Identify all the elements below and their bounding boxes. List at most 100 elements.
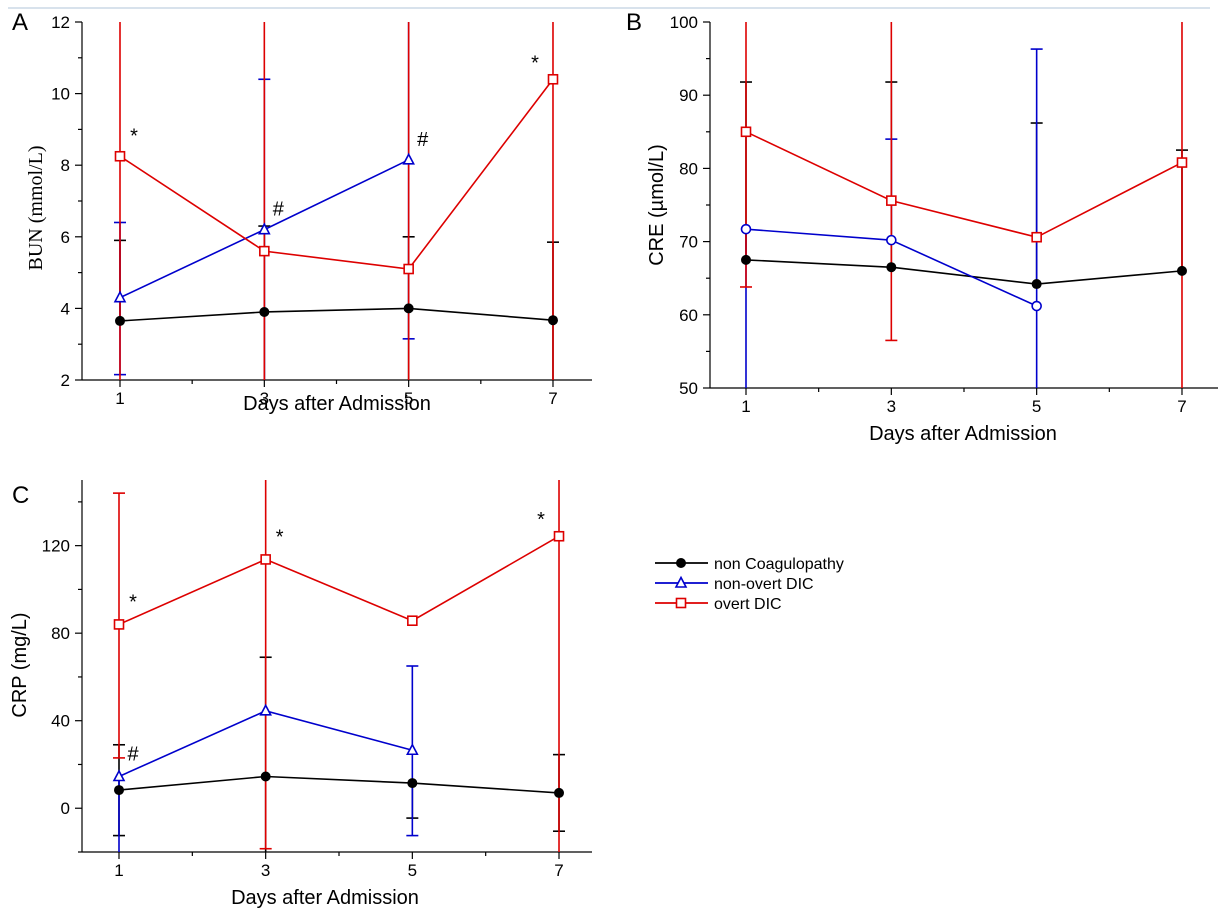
panel-a-overt-dic-point <box>547 73 559 85</box>
panel-a-xtick-label: 7 <box>548 389 557 408</box>
panel-b-non-coagulopathy-line <box>745 259 1183 285</box>
panel-a-ytick-label: 6 <box>61 228 70 247</box>
panel-b-non-coagulopathy-point <box>1031 279 1042 290</box>
panel-b-non-coagulopathy-point <box>1176 265 1187 276</box>
panel-c-xlabel: Days after Admission <box>231 887 419 909</box>
panel-a-markers <box>113 73 559 326</box>
panel-b-markers <box>740 126 1188 312</box>
panel-a-errorbars <box>114 22 559 380</box>
panel-c-annotation-mark: * <box>129 591 137 613</box>
panel-c-overt-dic-point <box>260 554 271 565</box>
panel-a-lines <box>119 78 554 322</box>
panel-c-ytick-label: 120 <box>42 537 70 556</box>
panel-c-overt-dic-line <box>118 535 560 626</box>
panel-c-non-overt-dic-point <box>112 769 126 782</box>
panel-a-xtick-label: 1 <box>115 389 124 408</box>
panel-c-non-coagulopathy-point <box>260 771 271 782</box>
panel-b-xtick-label: 1 <box>741 397 750 416</box>
panel-c-non-coagulopathy-point <box>407 778 418 789</box>
panel-b-non-coagulopathy-point <box>886 262 897 273</box>
panel-a: A 2 4 6 8 10 12 1 3 5 7 * # # * Days after Admission… <box>12 9 592 415</box>
panel-a-annotation-mark: * <box>130 125 138 147</box>
panel-b-ylabel: CRE (µmol/L) <box>646 144 668 266</box>
panel-b-xtick-label: 7 <box>1177 397 1186 416</box>
panel-b-overt-dic-line <box>745 131 1183 239</box>
panel-c-lines <box>118 535 560 794</box>
panel-b-overt-dic-point <box>1031 231 1042 243</box>
panel-c-non-overt-dic-point <box>406 743 419 756</box>
panel-a-ticks: 2 4 6 8 10 12 1 3 5 7 <box>51 13 592 408</box>
panel-a-xtick-label: 3 <box>260 389 269 408</box>
legend-item-non-coagulopathy: non Coagulopathy <box>655 556 844 573</box>
panel-c-ytick-label: 80 <box>51 624 70 643</box>
panel-a-xlabel: Days after Admission <box>243 393 431 415</box>
legend-item-overt-dic: overt DIC <box>655 596 782 613</box>
panel-c-ylabel: CRP (mg/L) <box>9 612 31 717</box>
panel-c-overt-dic-point <box>407 615 418 627</box>
legend-label: overt DIC <box>714 596 782 613</box>
panel-b-lines <box>745 131 1183 307</box>
panel-a-overt-dic-line <box>119 78 554 270</box>
panel-a-xtick-label: 5 <box>404 389 413 408</box>
legend-item-non-overt-dic: non-overt DIC <box>655 575 814 593</box>
panel-c-overt-dic-point <box>113 619 125 630</box>
panel-b-non-overt-dic-point <box>740 223 752 235</box>
panel-c-annotation-mark: * <box>537 509 545 531</box>
panel-b-ytick-label: 80 <box>679 159 698 178</box>
legend: non Coagulopathy non-overt DIC overt DIC <box>655 556 844 613</box>
panel-b-overt-dic-point <box>886 195 897 206</box>
legend-marker <box>676 558 686 568</box>
panel-a-overt-dic-point <box>114 150 126 162</box>
panel-b-xtick-label: 5 <box>1032 397 1041 416</box>
panel-b-ytick-label: 70 <box>679 233 698 252</box>
panel-a-ytick-label: 8 <box>61 156 70 175</box>
panel-c-letter: C <box>12 482 29 509</box>
panel-c-non-coagulopathy-line <box>118 775 560 794</box>
panel-a-annotation-mark: # <box>417 129 429 151</box>
panel-b: B 50 60 70 80 90 100 1 3 5 7 Days after Admission… <box>626 9 1218 445</box>
panel-a-non-coagulopathy-line <box>119 307 554 322</box>
panel-a-non-coagulopathy-point <box>547 315 558 326</box>
panel-a-letter: A <box>12 9 28 36</box>
panel-a-non-coagulopathy-point <box>259 306 270 317</box>
panel-c-annotation-mark: * <box>276 526 284 548</box>
panel-c-xtick-label: 3 <box>261 861 270 880</box>
legend-label: non-overt DIC <box>714 576 814 593</box>
panel-a-ylabel: BUN (mmol/L) <box>25 146 47 271</box>
legend-marker <box>674 575 688 588</box>
panel-a-overt-dic-point <box>259 245 270 257</box>
panel-c-xtick-label: 7 <box>554 861 563 880</box>
panel-c-non-overt-dic-point <box>259 703 272 716</box>
panel-b-letter: B <box>626 9 642 36</box>
panel-b-non-overt-dic-point <box>886 234 897 246</box>
panel-b-overt-dic-point <box>740 126 752 138</box>
panel-a-non-coagulopathy-point <box>115 315 125 326</box>
panel-c-ticks: 0 40 80 120 1 3 5 7 <box>42 480 592 880</box>
panel-a-annotation-mark: * <box>531 52 539 74</box>
panel-b-non-coagulopathy-point <box>741 254 751 265</box>
panel-c-annotation-mark: # <box>127 744 139 766</box>
panel-c-errorbars <box>113 480 566 852</box>
panel-a-annotations: * # # * <box>130 52 539 220</box>
panel-b-non-overt-dic-point <box>1031 300 1042 312</box>
panel-a-non-overt-dic-point <box>258 222 271 235</box>
panel-c-non-coagulopathy-point <box>554 787 565 798</box>
legend-marker <box>675 597 687 609</box>
panel-c: C 0 40 80 120 1 3 5 7 * # * * Days after Admission… <box>9 480 592 909</box>
panel-b-ytick-label: 90 <box>679 86 698 105</box>
panel-c-xtick-label: 1 <box>114 861 123 880</box>
panel-b-ytick-label: 60 <box>679 306 698 325</box>
panel-b-overt-dic-point <box>1176 157 1188 168</box>
panel-b-errorbars <box>740 22 1188 388</box>
panel-c-annotations: * # * * <box>127 509 545 765</box>
panel-c-xtick-label: 5 <box>408 861 417 880</box>
panel-a-overt-dic-point <box>403 263 414 275</box>
panel-b-ytick-label: 100 <box>670 13 698 32</box>
panel-a-non-overt-dic-point <box>113 290 127 303</box>
panel-a-non-coagulopathy-point <box>403 303 414 314</box>
panel-c-markers <box>112 530 565 798</box>
panel-c-overt-dic-point <box>553 530 565 542</box>
panel-c-ytick-label: 0 <box>61 799 70 818</box>
panel-b-ytick-label: 50 <box>679 379 698 398</box>
panel-c-ytick-label: 40 <box>51 712 70 731</box>
